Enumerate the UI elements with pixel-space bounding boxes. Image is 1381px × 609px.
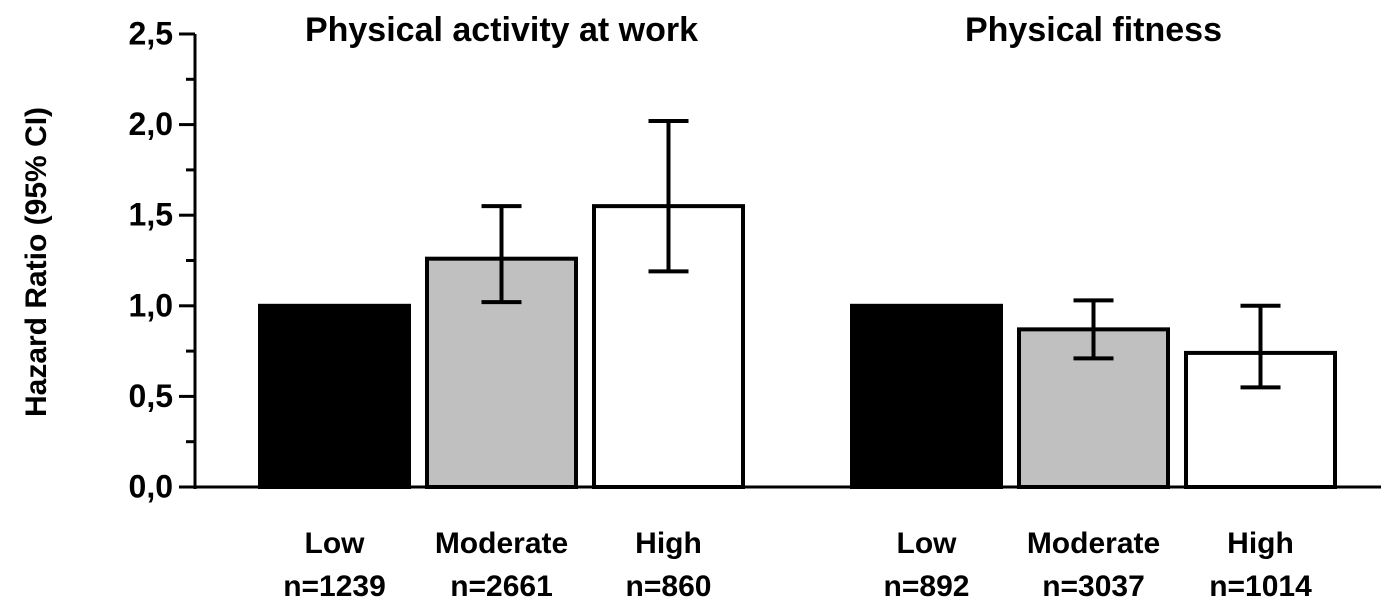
n-label: n=2661 bbox=[450, 570, 553, 603]
x-tick-label: Low bbox=[305, 527, 366, 560]
bar bbox=[850, 303, 1003, 489]
panel-title: Physical fitness bbox=[965, 11, 1222, 49]
x-tick-label: High bbox=[1227, 527, 1294, 560]
x-tick-label: Low bbox=[897, 527, 958, 560]
y-tick-label: 0,5 bbox=[129, 378, 173, 414]
x-tick-label: High bbox=[635, 527, 702, 560]
n-label: n=1239 bbox=[283, 570, 386, 603]
error-bar bbox=[1073, 298, 1114, 361]
x-tick-label: Moderate bbox=[435, 527, 568, 560]
n-label: n=3037 bbox=[1042, 570, 1145, 603]
error-bar bbox=[648, 118, 689, 274]
y-tick-label: 1,5 bbox=[129, 197, 173, 233]
y-tick-label: 0,0 bbox=[129, 468, 173, 504]
n-label: n=892 bbox=[884, 570, 970, 603]
y-axis-label: Hazard Ratio (95% CI) bbox=[20, 107, 53, 417]
x-tick-label: Moderate bbox=[1027, 527, 1160, 560]
y-tick-label: 2,0 bbox=[129, 106, 173, 142]
y-tick-label: 2,5 bbox=[129, 15, 173, 51]
error-bar bbox=[1240, 303, 1281, 390]
bar bbox=[425, 256, 578, 489]
error-bar bbox=[481, 204, 522, 305]
y-tick-label: 1,0 bbox=[129, 287, 173, 323]
bar bbox=[258, 303, 411, 489]
n-label: n=1014 bbox=[1209, 570, 1312, 603]
panel-title: Physical activity at work bbox=[305, 11, 698, 49]
n-label: n=860 bbox=[626, 570, 712, 603]
